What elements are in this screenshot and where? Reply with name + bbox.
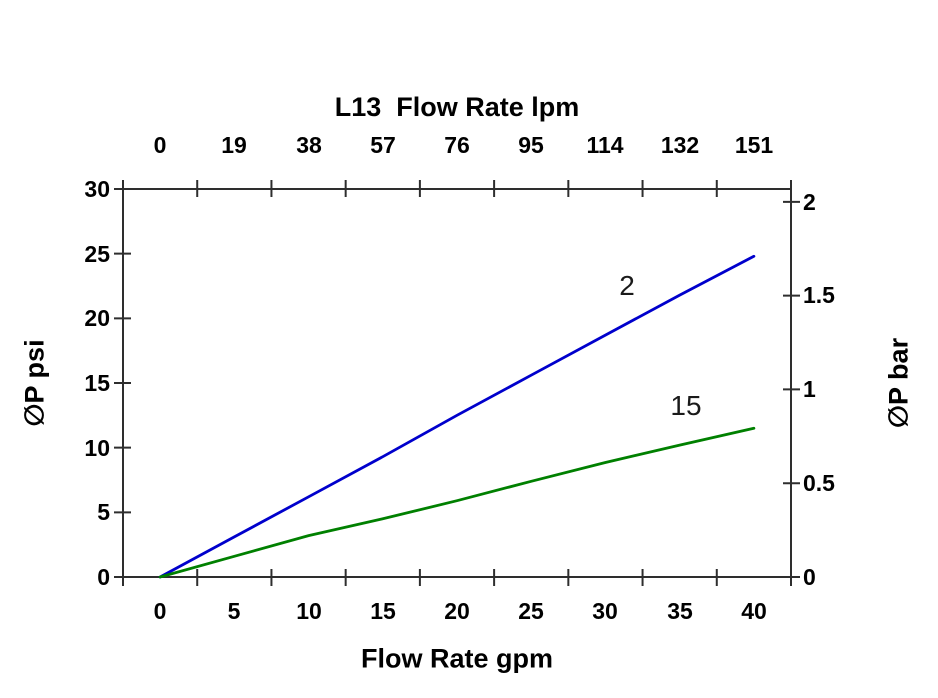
right-axis-ticks <box>783 200 800 578</box>
top-axis-title: L13 Flow Rate lpm <box>334 92 580 122</box>
right-tick-label: 2 <box>803 189 816 215</box>
bottom-tick-label: 15 <box>370 598 396 624</box>
top-tick-label: 151 <box>734 132 774 158</box>
left-tick-label: 5 <box>97 499 110 525</box>
bottom-tick-label: 10 <box>296 598 322 624</box>
curve-label-series-0: 2 <box>619 270 635 301</box>
right-tick-label: 0.5 <box>803 470 835 496</box>
left-tick-label: 25 <box>84 241 110 267</box>
bottom-axis-title: Flow Rate gpm <box>360 643 554 674</box>
top-tick-label: 0 <box>153 132 167 158</box>
top-tick-label: 57 <box>370 132 396 158</box>
bottom-tick-label: 5 <box>227 598 241 624</box>
bottom-axis-ticks <box>122 569 792 586</box>
top-tick-label: 114 <box>586 132 624 158</box>
left-axis-ticks <box>114 188 131 578</box>
bottom-tick-label: 20 <box>444 598 470 624</box>
right-axis-title: ∅P bar <box>883 337 914 429</box>
left-tick-label: 30 <box>84 176 110 202</box>
top-tick-label: 76 <box>444 132 470 158</box>
series-line-1 <box>158 426 756 579</box>
bottom-tick-label: 40 <box>741 598 767 624</box>
top-tick-label: 19 <box>221 132 247 158</box>
top-tick-label: 95 <box>518 132 544 158</box>
top-axis-ticks <box>122 180 792 197</box>
left-tick-label: 20 <box>84 305 110 331</box>
left-tick-label: 10 <box>84 435 110 461</box>
right-tick-label: 0 <box>803 564 816 590</box>
bottom-tick-label: 35 <box>667 598 693 624</box>
series-line-0 <box>158 254 756 579</box>
left-axis-title: ∅P psi <box>19 339 50 427</box>
right-tick-label: 1 <box>803 376 816 402</box>
bottom-tick-label: 0 <box>153 598 167 624</box>
top-tick-label: 132 <box>660 132 700 158</box>
plot-border <box>122 188 792 578</box>
left-tick-label: 0 <box>97 564 110 590</box>
left-tick-label: 15 <box>84 370 110 396</box>
bottom-tick-label: 25 <box>518 598 544 624</box>
curve-label-series-1: 15 <box>670 390 702 421</box>
right-tick-label: 1.5 <box>803 282 835 308</box>
bottom-tick-label: 30 <box>592 598 618 624</box>
top-tick-label: 38 <box>296 132 322 158</box>
